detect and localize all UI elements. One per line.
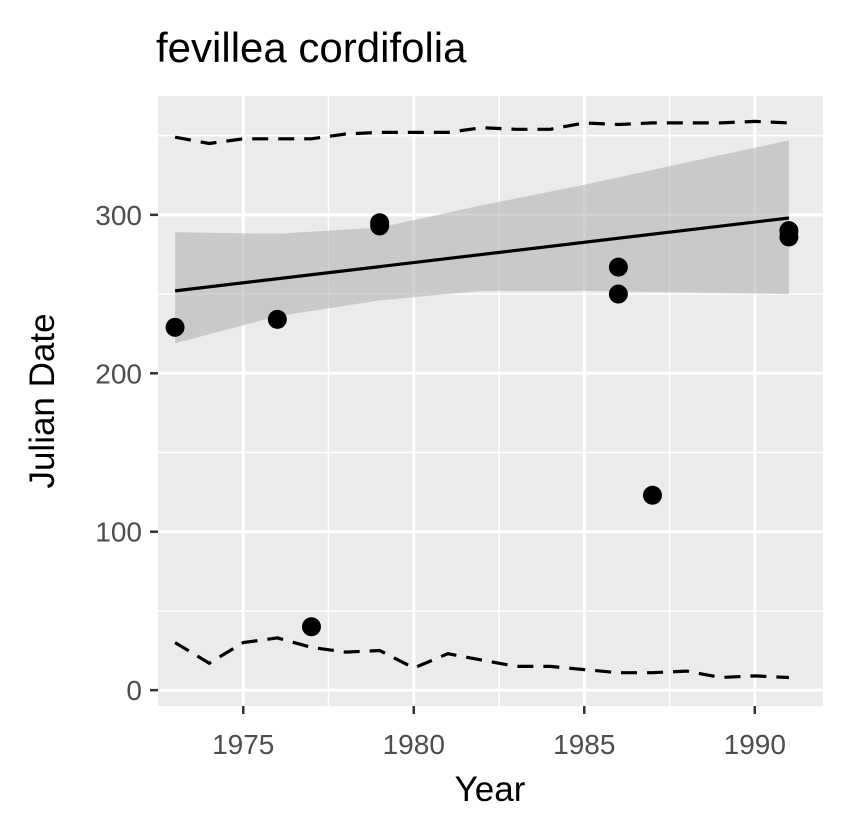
data-point xyxy=(267,309,287,329)
lower-bound-dashed-line xyxy=(174,636,789,680)
data-point xyxy=(608,257,628,277)
x-tick-label: 1980 xyxy=(383,729,445,760)
data-point xyxy=(642,485,662,505)
y-tick-label: 300 xyxy=(95,200,142,231)
x-tick-label: 1975 xyxy=(212,729,274,760)
points-layer xyxy=(165,213,799,637)
data-point xyxy=(779,221,799,241)
data-point xyxy=(301,617,321,637)
y-axis-title: Julian Date xyxy=(23,313,62,488)
chart-title: fevillea cordifolia xyxy=(156,24,467,71)
data-point xyxy=(608,284,628,304)
trend-line xyxy=(174,216,790,293)
lines-layer xyxy=(174,119,790,680)
x-tick-label: 1985 xyxy=(553,729,615,760)
y-tick-label: 200 xyxy=(95,358,142,389)
y-tick-label: 0 xyxy=(126,675,142,706)
data-point xyxy=(370,213,390,233)
x-axis-title: Year xyxy=(455,770,526,809)
x-tick-label: 1990 xyxy=(724,729,786,760)
confidence-band-layer xyxy=(175,140,789,344)
data-point xyxy=(165,317,185,337)
axes-layer: 1975 1980 1985 1990 0 100 200 300 xyxy=(95,200,786,760)
y-tick-label: 100 xyxy=(95,517,142,548)
confidence-band xyxy=(175,140,789,344)
